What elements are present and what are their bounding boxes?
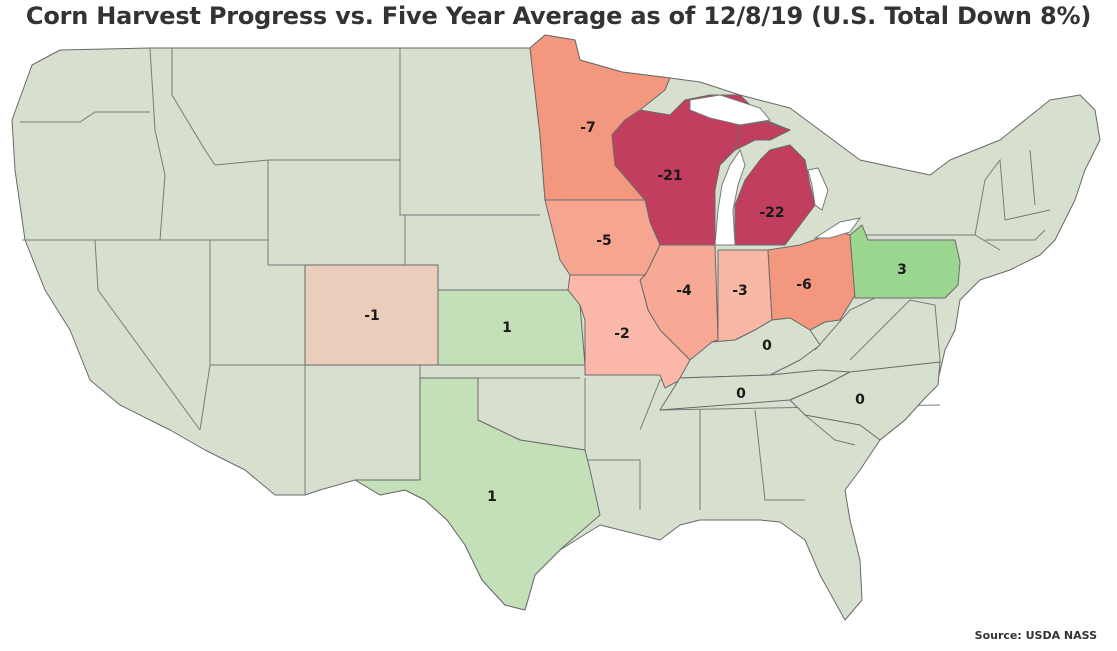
state-label-ia: -5 [596,233,612,249]
state-pennsylvania [849,224,961,299]
state-label-ks: 1 [502,320,512,336]
state-label-nc: 0 [855,392,865,408]
state-label-mn: -7 [580,120,596,136]
state-label-mi: -22 [759,205,784,221]
state-kansas [437,289,586,366]
state-label-tx: 1 [487,489,497,505]
state-michigan [734,121,816,246]
state-label-tn: 0 [736,386,746,402]
state-label-co: -1 [364,308,380,324]
source-note: Source: USDA NASS [974,629,1097,642]
state-label-wi: -21 [657,168,682,184]
state-texas [354,377,601,611]
state-borders [20,47,1051,510]
state-label-il: -4 [676,283,692,299]
great-lakes [689,94,862,246]
map-title: Corn Harvest Progress vs. Five Year Aver… [25,2,1092,30]
state-label-mo: -2 [614,326,630,342]
state-label-ky: 0 [762,338,772,354]
state-label-pa: 3 [897,262,907,278]
value-labels: -7 -21 -22 -5 -4 -3 -6 3 -1 1 -2 0 0 0 1 [364,120,907,505]
state-label-oh: -6 [796,277,812,293]
state-label-in: -3 [732,283,748,299]
state-north-carolina [789,361,941,441]
